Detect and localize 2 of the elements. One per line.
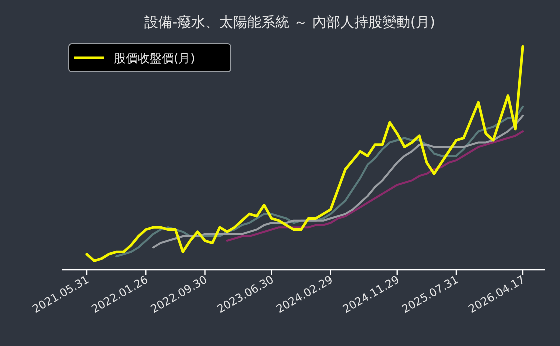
legend-label: 股價收盤價(月) [114, 52, 196, 66]
chart-title: 設備-癈水、太陽能系統 ～ 內部人持股變動(月) [144, 15, 436, 31]
